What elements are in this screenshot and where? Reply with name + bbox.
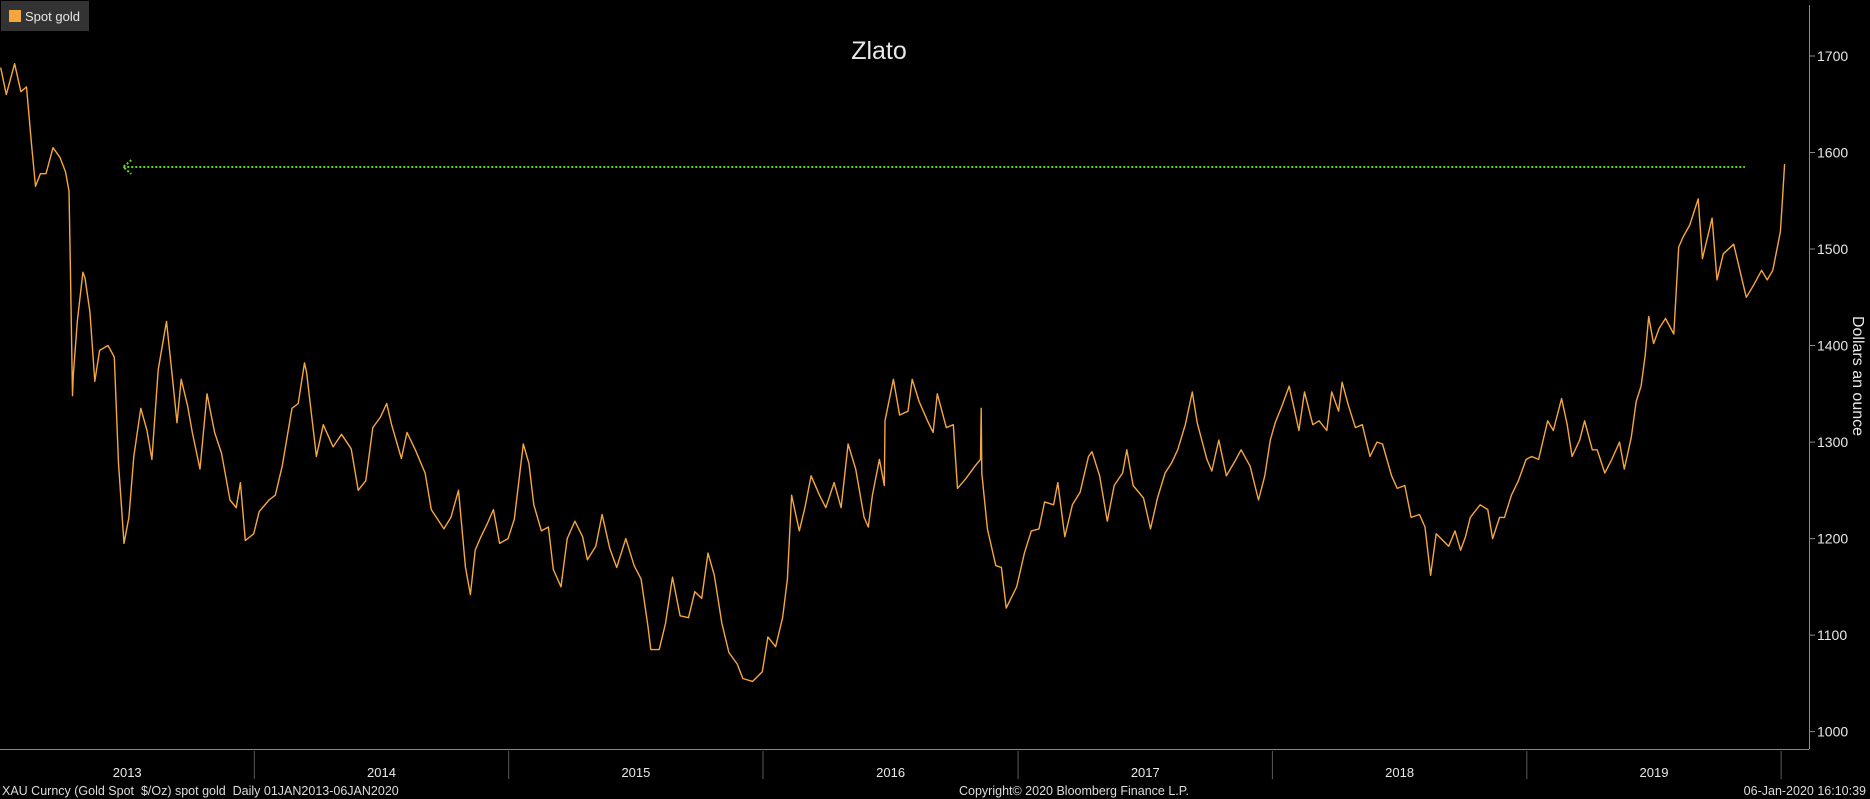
y-axis-label: Dollars an ounce <box>1849 316 1866 436</box>
footer-timestamp: 06-Jan-2020 16:10:39 <box>1744 784 1866 798</box>
y-tick-label: 1100 <box>1817 627 1847 643</box>
footer: XAU Curncy (Gold Spot $/Oz) spot gold Da… <box>2 784 1866 798</box>
y-tick-label: 1500 <box>1817 241 1848 257</box>
x-tick-label: 2018 <box>1385 765 1414 780</box>
legend: Spot gold <box>1 1 89 31</box>
series-line-spot-gold <box>0 63 1786 683</box>
footer-copyright: Copyright© 2020 Bloomberg Finance L.P. <box>959 784 1189 798</box>
x-tick-label: 2013 <box>113 765 142 780</box>
y-tick-label: 1700 <box>1817 48 1848 64</box>
x-tick-label: 2015 <box>621 765 650 780</box>
x-tick-label: 2014 <box>367 765 396 780</box>
y-tick-label: 1000 <box>1817 724 1848 740</box>
chart-title: Zlato <box>851 37 907 65</box>
plot-area <box>0 63 1786 683</box>
y-tick-label: 1200 <box>1817 531 1848 547</box>
y-tick-label: 1400 <box>1817 338 1848 354</box>
x-tick-label: 2019 <box>1640 765 1669 780</box>
y-tick-label: 1300 <box>1817 434 1848 450</box>
annotation-arrow <box>121 159 132 175</box>
legend-label: Spot gold <box>25 9 80 24</box>
footer-source: XAU Curncy (Gold Spot $/Oz) spot gold Da… <box>2 784 399 798</box>
x-axis: 2013 2014 2015 2016 2017 2018 2019 <box>0 749 1809 780</box>
legend-swatch <box>9 10 21 22</box>
x-tick-label: 2017 <box>1131 765 1160 780</box>
y-tick-label: 1600 <box>1817 145 1848 161</box>
x-tick-label: 2016 <box>876 765 905 780</box>
y-axis: 1000 1100 1200 1300 1400 1500 1600 1700 <box>1809 5 1848 749</box>
